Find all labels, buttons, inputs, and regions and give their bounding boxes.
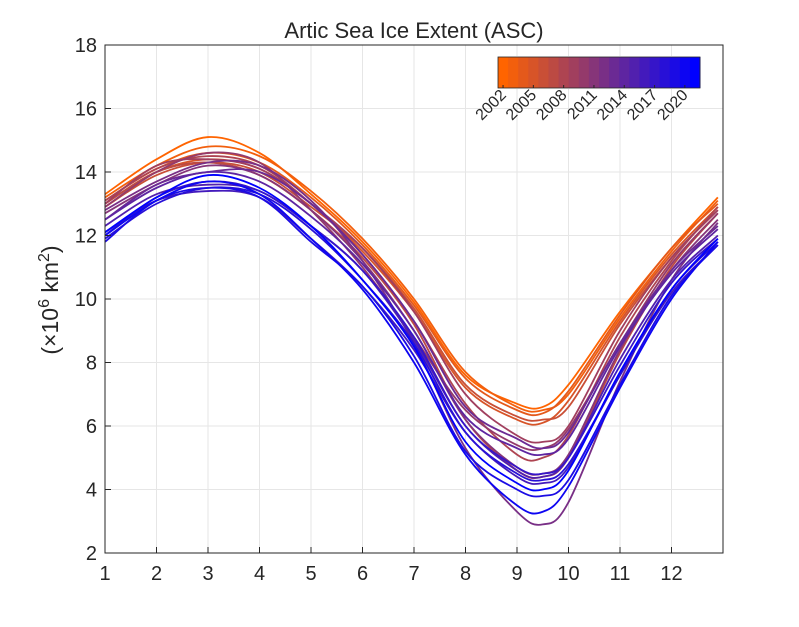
chart-title: Artic Sea Ice Extent (ASC) [284,18,543,43]
colorbar-cell [498,57,509,88]
colorbar-tick-label: 2014 [594,87,631,124]
y-tick-label: 12 [75,226,97,248]
colorbar-cell [568,57,580,88]
y-tick-label: 2 [86,543,97,565]
colorbar-tick-label: 2002 [473,87,510,124]
colorbar-cell [578,57,590,88]
colorbar-cell [588,57,600,88]
colorbar-border [497,56,701,89]
y-axis-label: (×106 km2) [36,245,63,354]
y-tick-label: 16 [75,99,97,121]
series-line-2003 [104,145,719,413]
colorbar-cell [599,57,610,88]
series-lines [104,136,719,526]
colorbar-cell [639,57,650,88]
x-tick-label: 11 [610,563,631,585]
series-line-2005 [104,158,719,426]
y-tick-label: 14 [75,162,97,184]
colorbar-tick-label: 2008 [533,87,570,124]
series-line-2020 [104,180,719,515]
x-tick-label: 7 [408,563,419,585]
colorbar-cell [538,57,549,88]
y-tick-label: 6 [86,416,97,438]
x-tick-label: 3 [202,563,213,585]
colorbar-cell [609,57,620,88]
series-line-2006 [104,161,719,422]
colorbar-cell [679,57,691,88]
colorbar-cell [659,57,671,88]
x-tick-label: 9 [511,563,522,585]
series-line-2021 [104,174,719,492]
x-tick-label: 4 [254,563,265,585]
colorbar-cell [528,57,539,88]
x-tick-label: 6 [357,563,368,585]
colorbar-tick-label: 2020 [654,87,691,124]
series-line-2018 [104,186,719,482]
y-tick-label: 8 [86,353,97,375]
colorbar-cell [629,57,640,88]
y-tick-label: 10 [75,289,97,311]
series-line-2019 [104,186,719,498]
series-line-2013 [104,168,719,450]
colorbar-cell [619,57,630,88]
series-line-2015 [104,183,719,479]
colorbar-cell [669,57,681,88]
series-line-2014 [104,170,719,457]
series-line-2009 [104,158,719,444]
colorbar-cell [518,57,529,88]
x-tick-label: 5 [305,563,316,585]
x-tick-label: 12 [660,563,682,585]
series-line-2012 [104,159,719,526]
colorbar-tick-label: 2005 [503,87,540,124]
colorbar-cell [548,57,560,88]
series-line-2002 [104,136,719,410]
x-tick-label: 8 [460,563,471,585]
colorbar-cell [649,57,661,88]
series-line-2008 [104,155,719,462]
x-tick-label: 2 [151,563,162,585]
colorbar-cell [558,57,570,88]
y-tick-label: 18 [75,35,97,57]
y-tick-label: 4 [86,480,97,502]
x-tick-label: 10 [557,563,579,585]
colorbar-cell [689,57,701,88]
colorbar-tick-label: 2011 [564,87,600,123]
colorbar-tick-label: 2017 [624,87,661,124]
x-tick-label: 1 [99,563,110,585]
colorbar-cell [508,57,519,88]
